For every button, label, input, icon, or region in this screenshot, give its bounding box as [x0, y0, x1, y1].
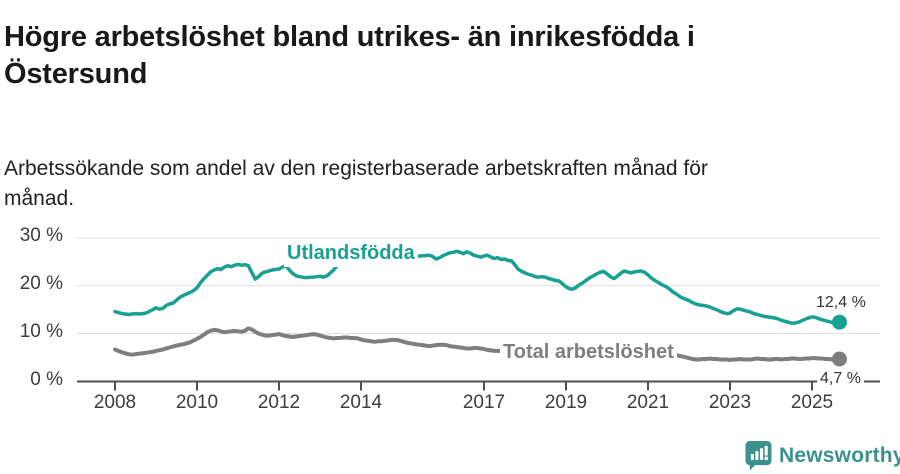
end-value-label-utlandsfodda: 12,4 % — [813, 293, 869, 313]
y-tick-label-30: 30 % — [19, 224, 63, 246]
x-tick-label-2023: 2023 — [708, 392, 752, 413]
end-value-label-total: 4,7 % — [817, 369, 864, 389]
chart-subtitle: Arbetssökande som andel av den registerb… — [4, 157, 708, 210]
series-label-total-arbetsloshet: Total arbetslöshet — [500, 339, 677, 366]
y-tick-label-0: 0 % — [30, 368, 63, 390]
x-tick-label-2019: 2019 — [544, 392, 588, 413]
newsworthy-wordmark: Newsworthy — [779, 443, 900, 467]
series-end-dot-0 — [832, 314, 847, 330]
series-end-dot-1 — [832, 351, 847, 367]
y-tick-label-10: 10 % — [19, 320, 63, 342]
x-tick-label-2014: 2014 — [339, 392, 383, 413]
x-tick-label-2021: 2021 — [626, 392, 670, 413]
series-label-utlandsfodda: Utlandsfödda — [284, 240, 418, 267]
series-line-0 — [113, 249, 842, 325]
newsworthy-icon — [745, 441, 772, 471]
x-tick-label-2008: 2008 — [93, 392, 137, 413]
x-tick-label-2025: 2025 — [790, 392, 834, 413]
series-line-1 — [113, 326, 842, 362]
y-tick-label-20: 20 % — [19, 272, 63, 294]
chart-title: Högre arbetslöshet bland utrikes- än inr… — [4, 21, 695, 91]
newsworthy-logo[interactable]: Newsworthy — [745, 439, 900, 472]
x-tick-label-2010: 2010 — [175, 392, 219, 413]
x-tick-label-2017: 2017 — [462, 392, 506, 413]
x-tick-label-2012: 2012 — [257, 392, 301, 413]
